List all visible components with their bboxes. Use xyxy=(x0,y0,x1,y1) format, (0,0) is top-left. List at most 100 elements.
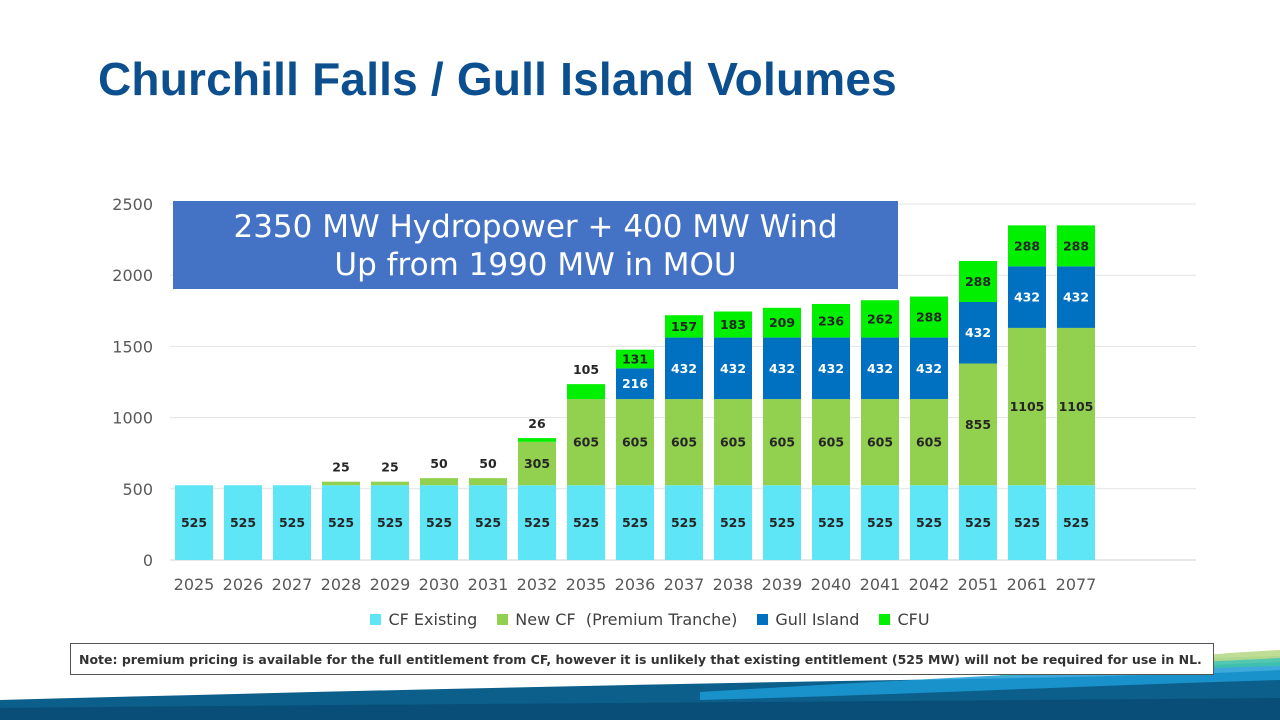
bar-segment xyxy=(959,363,997,486)
data-label: 50 xyxy=(479,456,497,471)
data-label: 605 xyxy=(671,435,697,450)
data-label: 50 xyxy=(430,456,448,471)
data-label: 288 xyxy=(916,310,942,325)
x-tick-label: 2042 xyxy=(909,575,950,594)
bar-segment xyxy=(665,315,703,338)
data-label: 432 xyxy=(720,361,746,376)
data-label: 305 xyxy=(524,456,550,471)
x-tick-label: 2039 xyxy=(762,575,803,594)
x-tick-label: 2025 xyxy=(174,575,215,594)
bar-segment xyxy=(518,441,556,486)
bar-segment xyxy=(861,485,899,560)
x-tick-label: 2028 xyxy=(321,575,362,594)
bar-segment xyxy=(763,399,801,486)
data-label: 432 xyxy=(867,361,893,376)
bar-segment xyxy=(812,399,850,486)
bar-segment xyxy=(273,485,311,560)
y-tick-label: 2000 xyxy=(112,266,153,285)
x-tick-label: 2035 xyxy=(566,575,607,594)
data-label: 855 xyxy=(965,417,991,432)
data-label: 525 xyxy=(524,515,550,530)
data-label: 183 xyxy=(720,317,746,332)
bar-segment xyxy=(861,337,899,400)
bar-segment xyxy=(567,384,605,400)
bar-segment xyxy=(714,337,752,400)
x-tick-label: 2037 xyxy=(664,575,705,594)
bar-segment xyxy=(616,399,654,486)
bar-segment xyxy=(861,300,899,338)
bar-segment xyxy=(175,485,213,560)
data-label: 605 xyxy=(720,435,746,450)
bar-segment xyxy=(959,485,997,560)
data-label: 525 xyxy=(1063,515,1089,530)
chart-legend: CF Existing New CF (Premium Tranche) Gul… xyxy=(0,608,1280,630)
x-tick-label: 2026 xyxy=(223,575,264,594)
data-label: 288 xyxy=(1014,238,1040,253)
slide-title: Churchill Falls / Gull Island Volumes xyxy=(98,53,897,105)
data-label: 432 xyxy=(965,325,991,340)
data-label: 262 xyxy=(867,311,893,326)
data-label: 525 xyxy=(1014,515,1040,530)
bar-segment xyxy=(616,368,654,400)
bar-segment xyxy=(714,399,752,486)
bar-segment xyxy=(1008,225,1046,267)
bar-segment xyxy=(371,485,409,560)
bar-segment xyxy=(1057,266,1095,328)
data-label: 525 xyxy=(328,515,354,530)
data-label: 236 xyxy=(818,313,844,328)
bar-segment xyxy=(1057,485,1095,560)
footnote: Note: premium pricing is available for t… xyxy=(70,643,1214,675)
data-label: 605 xyxy=(622,435,648,450)
data-label: 288 xyxy=(1063,238,1089,253)
data-label: 605 xyxy=(818,435,844,450)
bar-segment xyxy=(812,303,850,338)
data-label: 432 xyxy=(916,361,942,376)
x-tick-label: 2051 xyxy=(958,575,999,594)
y-tick-label: 1500 xyxy=(112,337,153,356)
bar-segment xyxy=(567,399,605,486)
bar-segment xyxy=(469,485,507,560)
legend-label: New CF (Premium Tranche) xyxy=(515,609,738,629)
data-label: 605 xyxy=(916,435,942,450)
x-tick-label: 2027 xyxy=(272,575,313,594)
legend-swatch xyxy=(497,613,509,625)
bar-segment xyxy=(371,481,409,486)
data-label: 131 xyxy=(622,352,648,367)
bar-segment xyxy=(959,260,997,302)
bar-segment xyxy=(420,485,458,560)
bar-segment xyxy=(714,311,752,338)
bar-segment xyxy=(910,337,948,400)
callout-line-1: 2350 MW Hydropower + 400 MW Wind xyxy=(233,209,838,245)
data-label: 525 xyxy=(230,515,256,530)
bar-segment xyxy=(1057,327,1095,486)
data-label: 525 xyxy=(720,515,746,530)
bar-segment xyxy=(1008,266,1046,328)
data-label: 605 xyxy=(867,435,893,450)
data-label: 432 xyxy=(818,361,844,376)
bar-segment xyxy=(616,485,654,560)
bar-segment xyxy=(959,301,997,364)
bar-segment xyxy=(665,337,703,400)
legend-item-new-cf: New CF (Premium Tranche) xyxy=(497,608,737,630)
bar-segment xyxy=(763,337,801,400)
data-label: 525 xyxy=(916,515,942,530)
y-tick-label: 1000 xyxy=(112,409,153,428)
data-label: 525 xyxy=(426,515,452,530)
data-label: 1105 xyxy=(1010,399,1045,414)
legend-label: CFU xyxy=(897,609,930,629)
data-label: 432 xyxy=(1014,290,1040,305)
bar-segment xyxy=(910,399,948,486)
x-tick-label: 2030 xyxy=(419,575,460,594)
bar-segment xyxy=(616,349,654,369)
callout-box: 2350 MW Hydropower + 400 MW Wind Up from… xyxy=(173,201,898,289)
y-tick-label: 2500 xyxy=(112,195,153,214)
data-label: 525 xyxy=(769,515,795,530)
bar-segment xyxy=(518,438,556,442)
bar-segment xyxy=(763,485,801,560)
bar-segment xyxy=(665,399,703,486)
bar-segment xyxy=(420,478,458,486)
data-label: 525 xyxy=(671,515,697,530)
data-label: 525 xyxy=(475,515,501,530)
data-label: 605 xyxy=(769,435,795,450)
data-label: 525 xyxy=(965,515,991,530)
